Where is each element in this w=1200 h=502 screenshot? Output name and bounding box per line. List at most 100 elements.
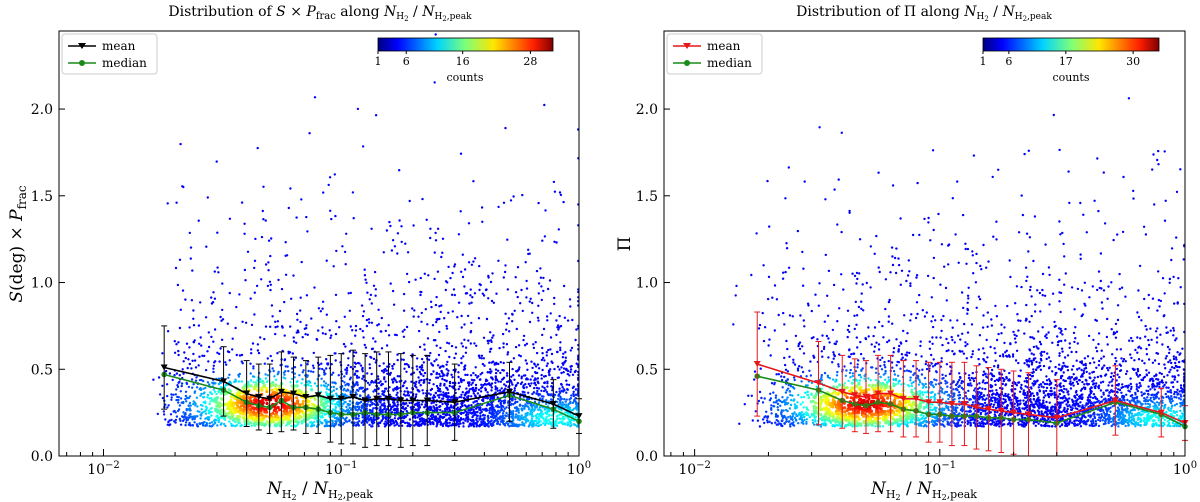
scatter-point — [555, 350, 559, 354]
scatter-point — [428, 408, 432, 411]
scatter-point — [244, 321, 248, 324]
scatter-point — [177, 341, 180, 344]
scatter-point — [246, 250, 250, 253]
scatter-point — [188, 414, 191, 417]
scatter-point — [305, 294, 309, 297]
scatter-point — [461, 404, 464, 408]
scatter-point — [365, 281, 368, 284]
scatter-point — [345, 232, 348, 235]
scatter-point — [420, 364, 424, 367]
scatter-point — [243, 222, 246, 225]
chart-panel-left: Distribution of S × Pfrac along NH2 / NH… — [7, 4, 591, 502]
scatter-point — [376, 403, 380, 406]
scatter-point — [562, 200, 565, 204]
scatter-point — [420, 320, 423, 323]
scatter-point — [325, 424, 328, 427]
scatter-point — [286, 405, 290, 409]
scatter-point — [331, 422, 334, 425]
scatter-point — [480, 383, 483, 386]
scatter-point — [283, 405, 287, 410]
scatter-point — [457, 415, 460, 418]
scatter-point — [553, 190, 557, 193]
scatter-point — [357, 376, 361, 379]
scatter-point — [306, 363, 309, 366]
scatter-point — [544, 418, 548, 421]
scatter-point — [204, 412, 208, 415]
scatter-point — [207, 418, 211, 421]
scatter-point — [405, 387, 408, 390]
scatter-point — [478, 408, 481, 411]
scatter-point — [494, 368, 498, 371]
scatter-point — [285, 254, 289, 257]
scatter-point — [466, 373, 469, 377]
scatter-point — [422, 392, 425, 395]
scatter-point — [545, 420, 548, 423]
scatter-point — [176, 409, 180, 413]
scatter-point — [334, 332, 338, 336]
scatter-point — [436, 318, 439, 321]
scatter-point — [527, 419, 530, 423]
scatter-point — [1122, 358, 1126, 361]
scatter-point — [479, 283, 482, 287]
scatter-point — [496, 369, 500, 372]
scatter-point — [366, 372, 369, 375]
scatter-point — [367, 419, 370, 422]
scatter-point — [531, 366, 534, 370]
scatter-point — [199, 417, 202, 420]
scatter-point — [1020, 285, 1023, 289]
scatter-point — [287, 369, 290, 373]
scatter-point — [470, 383, 473, 386]
scatter-point — [564, 356, 567, 359]
scatter-point — [565, 379, 568, 382]
scatter-point — [321, 367, 324, 371]
scatter-point — [1164, 392, 1168, 396]
scatter-point — [249, 297, 252, 300]
scatter-point — [402, 358, 405, 361]
scatter-point — [301, 357, 304, 360]
scatter-point — [542, 356, 545, 360]
scatter-point — [179, 308, 182, 311]
scatter-point — [307, 369, 310, 373]
scatter-point — [188, 395, 192, 398]
scatter-point — [403, 390, 406, 393]
scatter-point — [351, 329, 354, 332]
scatter-point — [231, 337, 234, 340]
scatter-point — [536, 412, 539, 416]
scatter-point — [485, 409, 488, 412]
scatter-point — [1147, 358, 1151, 361]
scatter-point — [181, 289, 185, 292]
scatter-point — [1073, 308, 1076, 311]
scatter-point — [173, 340, 176, 343]
scatter-point — [251, 375, 255, 378]
scatter-point — [372, 417, 375, 421]
scatter-point — [243, 232, 246, 235]
scatter-point — [362, 406, 365, 409]
scatter-point — [369, 355, 372, 359]
scatter-point — [438, 416, 441, 419]
scatter-point — [232, 419, 235, 422]
scatter-point — [470, 404, 473, 407]
scatter-point — [392, 402, 396, 405]
scatter-point — [321, 300, 325, 303]
scatter-point — [1058, 148, 1061, 152]
scatter-point — [405, 370, 408, 373]
scatter-point — [472, 180, 475, 183]
scatter-point — [466, 381, 470, 385]
scatter-point — [216, 266, 219, 269]
scatter-point — [238, 293, 241, 296]
scatter-point — [341, 245, 344, 248]
scatter-point — [402, 393, 406, 396]
scatter-point — [533, 381, 537, 385]
scatter-point — [421, 389, 424, 392]
scatter-point — [526, 402, 530, 405]
scatter-point — [381, 403, 385, 407]
scatter-point — [546, 319, 549, 322]
scatter-point — [255, 398, 259, 402]
scatter-point — [250, 348, 253, 351]
scatter-point — [266, 284, 270, 288]
scatter-point — [547, 419, 550, 422]
scatter-point — [1014, 302, 1017, 305]
scatter-point — [537, 304, 540, 307]
scatter-point — [481, 220, 484, 223]
scatter-point — [243, 407, 247, 412]
